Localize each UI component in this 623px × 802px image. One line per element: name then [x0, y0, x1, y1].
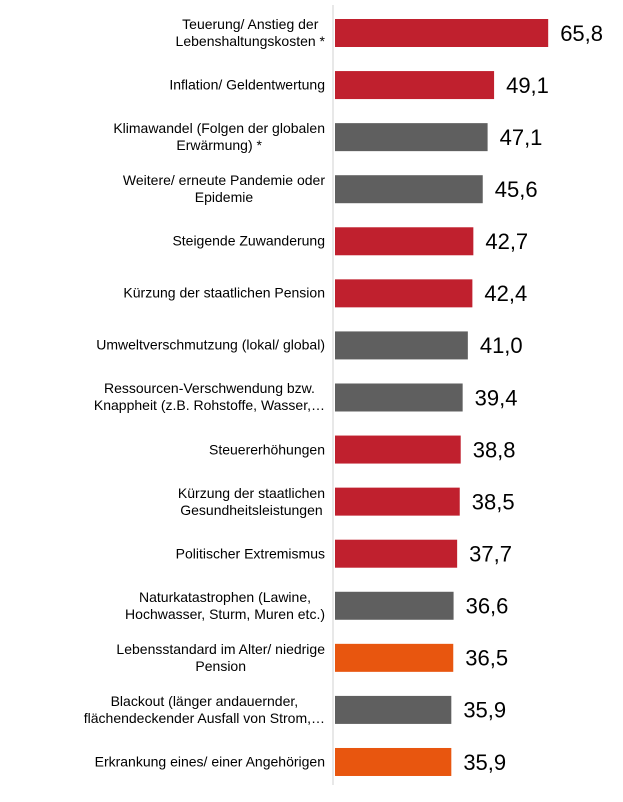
bar: [335, 487, 460, 516]
bar: [335, 435, 461, 464]
value-label: 38,8: [473, 437, 516, 462]
category-label: Kürzung der staatlichen Gesundheitsleist…: [177, 484, 325, 518]
bar: [335, 695, 452, 724]
value-label: 37,7: [469, 542, 512, 567]
value-label: 47,1: [500, 125, 543, 150]
bar: [335, 331, 468, 360]
category-label: Steigende Zuwanderung: [172, 232, 325, 249]
category-label: Naturkatastrophen (Lawine, Hochwasser, S…: [125, 588, 325, 622]
value-label: 49,1: [506, 73, 549, 98]
bar: [335, 643, 454, 672]
bar: [335, 71, 495, 100]
bar: [335, 539, 458, 568]
value-label: 39,4: [475, 385, 518, 410]
value-label: 65,8: [560, 21, 603, 46]
category-label: Steuererhöhungen: [209, 441, 325, 458]
bar: [335, 279, 473, 308]
value-label: 41,0: [480, 333, 523, 358]
bar: [335, 123, 488, 152]
category-label: Klimawandel (Folgen der globalen Erwärmu…: [113, 120, 325, 154]
category-label: Weitere/ erneute Pandemie oder Epidemie: [122, 172, 325, 206]
value-label: 42,7: [485, 229, 528, 254]
value-label: 42,4: [484, 281, 527, 306]
value-label: 36,5: [465, 646, 508, 671]
value-label: 35,9: [463, 698, 506, 723]
value-label: 45,6: [495, 177, 538, 202]
category-label: Teuerung/ Anstieg der Lebenshaltungskost…: [175, 16, 325, 49]
bar: [335, 747, 452, 776]
category-label: Ressourcen-Verschwendung bzw. Knappheit …: [93, 380, 325, 414]
bar: [335, 175, 483, 204]
category-label: Politischer Extremismus: [175, 545, 325, 562]
category-label: Inflation/ Geldentwertung: [169, 76, 325, 93]
category-label: Umweltverschmutzung (lokal/ global): [96, 336, 325, 353]
value-label: 38,5: [472, 489, 515, 514]
category-label: Kürzung der staatlichen Pension: [123, 284, 325, 301]
category-label: Lebensstandard im Alter/ niedrige Pensio…: [116, 640, 325, 674]
bar: [335, 591, 454, 620]
category-label: Erkrankung eines/ einer Angehörigen: [94, 753, 325, 770]
bar: [335, 383, 463, 412]
bar: [335, 227, 474, 256]
category-label: Blackout (länger andauernder, flächendec…: [83, 692, 325, 726]
value-label: 36,6: [466, 594, 509, 619]
bar: [335, 19, 549, 47]
value-label: 35,9: [463, 750, 506, 775]
